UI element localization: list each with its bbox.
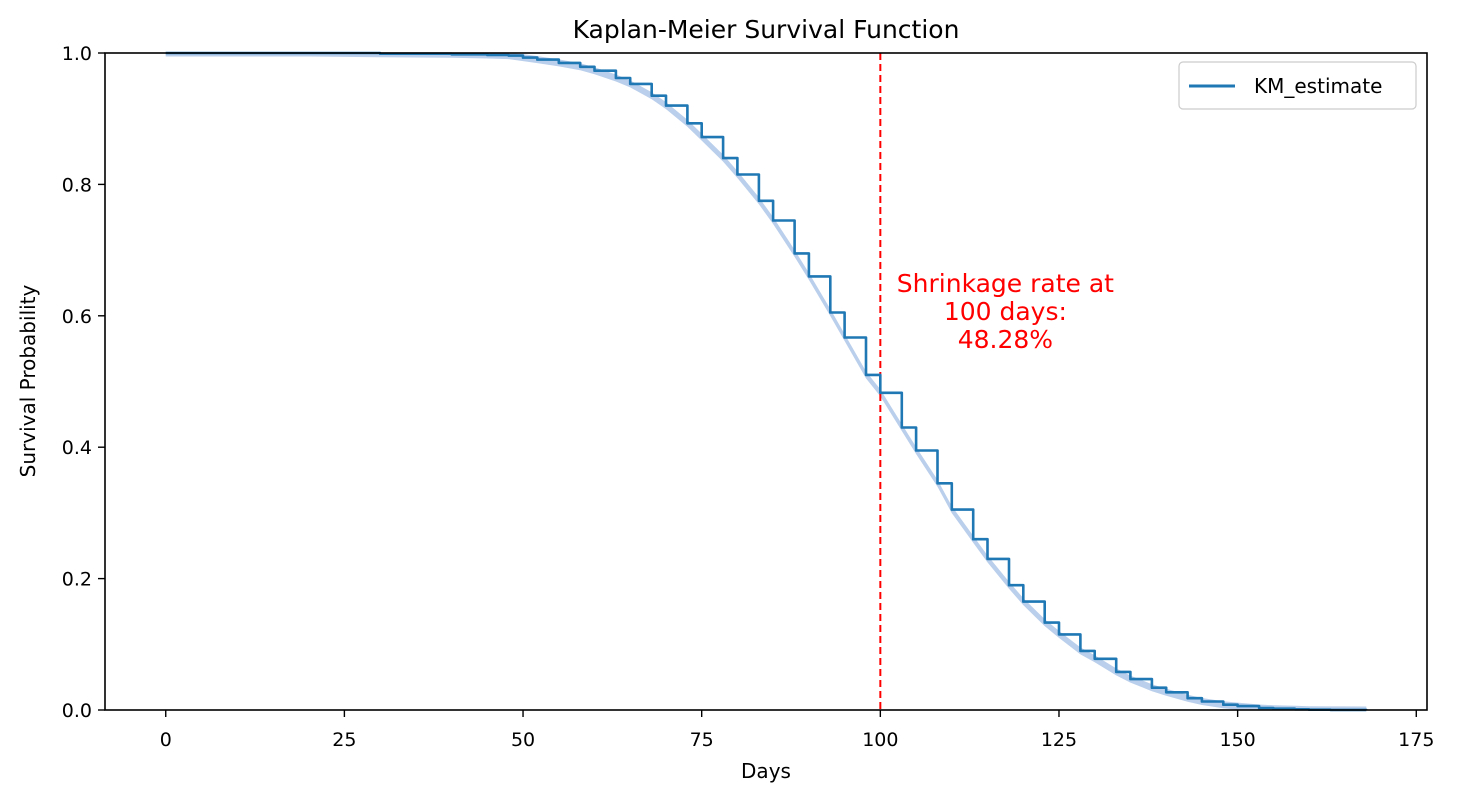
legend: KM_estimate	[1178, 61, 1417, 110]
x-tick-label-0: 0	[160, 729, 172, 751]
series-line-km-estimate	[165, 51, 1368, 712]
y-axis-ticks: 0.0 0.2 0.4 0.6 0.8 1.0	[62, 43, 105, 722]
confidence-band-km-estimate	[165, 53, 1367, 710]
x-tick-label-100: 100	[862, 729, 898, 751]
chart-title: Kaplan-Meier Survival Function	[573, 15, 960, 44]
series-layer	[165, 51, 1368, 712]
annotation-line-0: Shrinkage rate at	[897, 269, 1114, 298]
y-axis-label: Survival Probability	[16, 284, 40, 477]
x-tick-label-25: 25	[332, 729, 356, 751]
x-axis-ticks: 0 25 50 75 100 125 150 175	[160, 710, 1434, 751]
y-tick-label-1: 0.2	[62, 569, 92, 591]
plot-area	[104, 51, 1428, 712]
x-tick-label-150: 150	[1219, 729, 1255, 751]
x-tick-label-50: 50	[511, 729, 535, 751]
x-tick-label-125: 125	[1041, 729, 1077, 751]
legend-label-km-estimate: KM_estimate	[1254, 74, 1382, 98]
y-tick-label-3: 0.6	[62, 306, 92, 328]
x-tick-label-75: 75	[690, 729, 714, 751]
y-tick-label-5: 1.0	[62, 43, 92, 65]
y-tick-label-4: 0.8	[62, 174, 92, 196]
y-tick-label-2: 0.4	[62, 437, 92, 459]
x-axis-label: Days	[741, 759, 791, 783]
plot-frame	[104, 52, 1428, 711]
annotation-line-1: 100 days:	[944, 297, 1067, 326]
y-tick-label-0: 0.0	[62, 700, 92, 722]
confidence-band-layer	[165, 53, 1367, 710]
annotation-line-2: 48.28%	[958, 325, 1053, 354]
x-tick-label-175: 175	[1398, 729, 1434, 751]
legend-box	[1178, 61, 1417, 110]
